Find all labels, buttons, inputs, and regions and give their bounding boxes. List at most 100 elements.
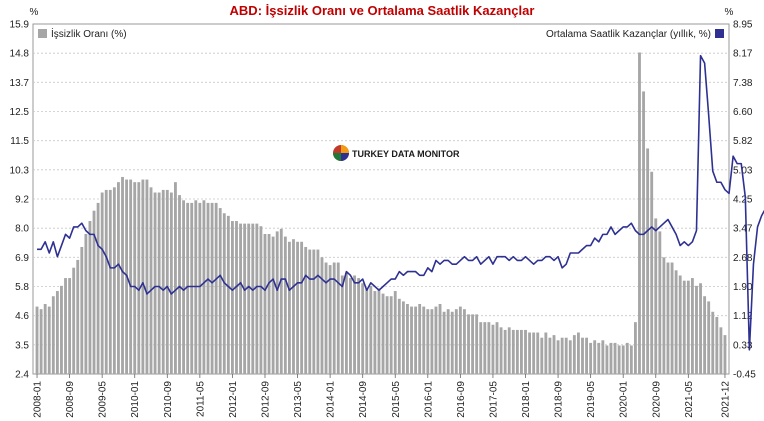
unemployment-bar: [324, 262, 328, 374]
unemployment-bar: [283, 236, 287, 374]
unemployment-bar: [511, 329, 515, 374]
right-tick-label: 1.90: [733, 282, 753, 293]
unemployment-bar: [353, 275, 356, 374]
unemployment-bar: [133, 182, 137, 374]
unemployment-bar: [638, 52, 641, 375]
unemployment-bar: [568, 340, 572, 374]
unemployment-bar: [642, 91, 645, 374]
x-tick-label: 2018-01: [521, 381, 532, 418]
unemployment-bar: [328, 265, 332, 374]
unemployment-bar: [365, 288, 369, 374]
x-tick-label: 2018-09: [554, 381, 565, 418]
unemployment-bar: [137, 182, 141, 374]
unemployment-bar: [678, 275, 682, 374]
unemployment-bar: [344, 272, 348, 374]
unemployment-bar: [51, 296, 55, 374]
unemployment-bar: [633, 322, 637, 374]
legend-label-unemployment: İşsizlik Oranı (%): [51, 27, 127, 40]
unemployment-bar: [463, 309, 466, 374]
x-tick-label: 2020-09: [651, 381, 662, 418]
right-tick-label: 8.17: [733, 49, 753, 60]
legend-swatch-earnings: [715, 29, 724, 38]
unemployment-bar: [92, 210, 96, 374]
right-tick-label: 3.47: [733, 224, 753, 235]
unemployment-bar: [271, 236, 275, 374]
right-axis: 8.95 8.17 7.38 6.60 5.82 5.03 4.25 3.47 2.68 1.90…: [733, 20, 756, 381]
unemployment-bar: [178, 195, 181, 374]
unemployment-bar: [381, 293, 385, 374]
unemployment-bar: [332, 262, 336, 374]
unemployment-bar: [601, 340, 605, 374]
unemployment-bar: [654, 218, 658, 374]
x-tick-label: 2012-01: [228, 381, 239, 418]
unemployment-bar: [410, 306, 413, 374]
right-tick-label: 5.82: [733, 136, 753, 147]
x-tick-label: 2014-01: [326, 381, 337, 418]
unemployment-bar: [169, 192, 173, 374]
unemployment-bar: [703, 296, 707, 374]
x-tick-label: 2017-05: [488, 381, 499, 418]
left-tick-label: 11.5: [10, 136, 29, 147]
unemployment-bar: [336, 262, 340, 374]
unemployment-bar: [243, 223, 247, 374]
legend-swatch-unemployment: [38, 29, 47, 38]
legend-right: Ortalama Saatlik Kazançlar (yıllık, %): [546, 29, 724, 40]
unemployment-bar: [467, 314, 470, 374]
unemployment-bar: [532, 332, 536, 374]
unemployment-bar: [483, 322, 487, 374]
unemployment-bar: [214, 202, 218, 374]
unemployment-bar: [320, 257, 324, 374]
x-tick-label: 2012-09: [260, 381, 271, 418]
unemployment-bar: [621, 345, 625, 374]
unemployment-bar: [605, 345, 609, 374]
unemployment-bar: [581, 337, 584, 374]
unemployment-bar: [96, 202, 100, 374]
unemployment-bar: [84, 234, 88, 374]
x-axis: 2008-01 2008-09 2009-05 2010-01 2010-09 2011-…: [33, 374, 731, 418]
unemployment-bar: [226, 215, 230, 374]
unemployment-bar: [544, 332, 548, 374]
unemployment-bar: [397, 298, 401, 374]
logo-segment-2: [341, 153, 349, 161]
unemployment-bar: [206, 202, 210, 374]
unemployment-bar: [695, 285, 698, 374]
unemployment-bar: [682, 280, 686, 374]
unemployment-bar: [650, 171, 654, 374]
unemployment-bar: [117, 182, 120, 374]
right-tick-label: 0.33: [733, 340, 753, 351]
unemployment-bar: [585, 337, 588, 374]
logo-segment-3: [333, 153, 341, 161]
unemployment-bar: [373, 291, 377, 374]
unemployment-bar: [524, 329, 527, 374]
unemployment-bar: [597, 342, 601, 374]
left-tick-label: 13.7: [10, 78, 30, 89]
x-tick-label: 2019-05: [586, 381, 597, 418]
x-tick-label: 2014-09: [358, 381, 369, 418]
left-tick-label: 9.2: [15, 195, 29, 206]
unemployment-bar: [617, 345, 621, 374]
unemployment-bar: [577, 332, 580, 374]
x-tick-label: 2016-09: [456, 381, 467, 418]
unemployment-bar: [499, 327, 503, 374]
unemployment-bar: [60, 285, 63, 374]
unemployment-bar: [401, 301, 405, 374]
left-tick-label: 12.5: [10, 107, 30, 118]
unemployment-bar: [564, 337, 568, 374]
left-tick-label: 15.9: [10, 20, 30, 31]
unemployment-bar: [646, 148, 650, 374]
right-tick-label: 4.25: [733, 195, 753, 206]
logo-segment-1: [341, 145, 349, 153]
unemployment-bar: [548, 337, 552, 374]
unemployment-bar: [450, 311, 454, 374]
unemployment-bar: [153, 192, 157, 374]
x-tick-label: 2015-05: [391, 381, 402, 418]
unemployment-bar: [80, 246, 84, 374]
unemployment-bar: [275, 231, 279, 374]
unemployment-bar: [255, 223, 259, 374]
left-tick-label: 5.8: [15, 282, 29, 293]
x-tick-label: 2011-05: [195, 381, 206, 417]
unemployment-bar: [202, 200, 206, 374]
unemployment-bar: [515, 329, 519, 374]
unemployment-bar: [149, 187, 153, 374]
unemployment-bar: [165, 189, 169, 374]
